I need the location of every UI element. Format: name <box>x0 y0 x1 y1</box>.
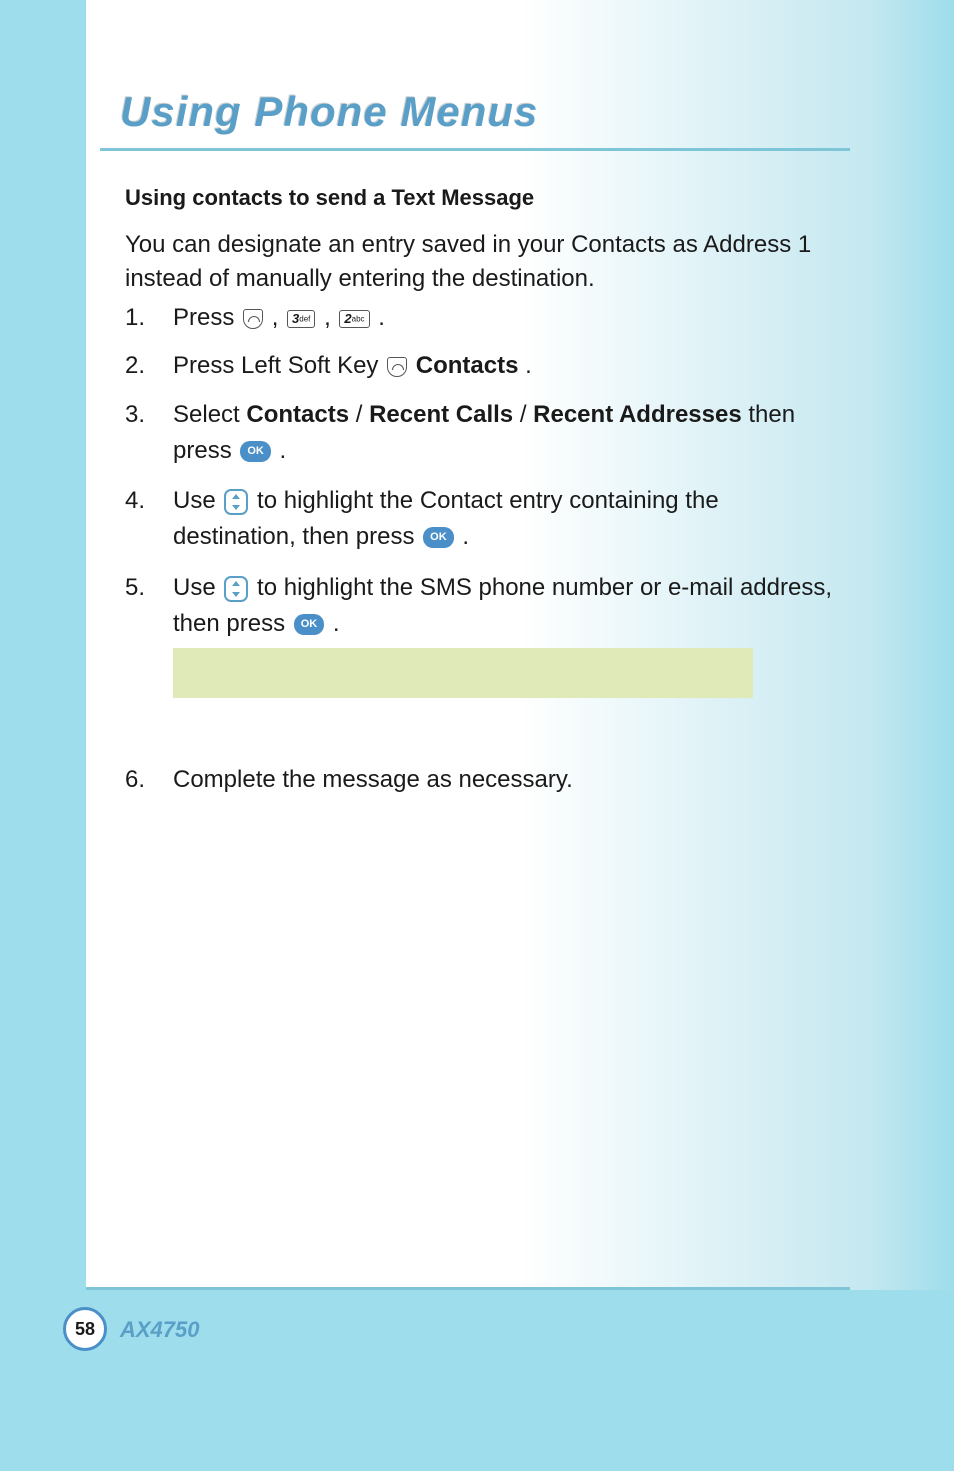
step-text: Use to highlight the Contact entry conta… <box>173 483 845 555</box>
step-number: 5. <box>125 570 173 642</box>
step-prefix: Press Left Soft Key <box>173 352 385 379</box>
step-text: Press Left Soft Key Contacts . <box>173 348 845 384</box>
separator: / <box>520 401 533 428</box>
step-number: 1. <box>125 300 173 336</box>
step-text: Use to highlight the SMS phone number or… <box>173 570 845 642</box>
step-3: 3. Select Contacts / Recent Calls / Rece… <box>125 397 845 469</box>
highlight-box <box>173 648 753 698</box>
step-prefix: Use <box>173 487 222 514</box>
step-number: 2. <box>125 348 173 384</box>
ok-icon: OK <box>240 441 271 462</box>
step-number: 4. <box>125 483 173 555</box>
step-prefix: Press <box>173 304 241 331</box>
step-6: 6. Complete the message as necessary. <box>125 762 845 798</box>
page-title: Using Phone Menus <box>120 88 538 136</box>
step-after: to highlight the SMS phone number or e-m… <box>173 574 832 637</box>
left-sidebar <box>0 0 86 1471</box>
recent-addresses-option: Recent Addresses <box>533 401 742 428</box>
step-suffix: . <box>462 523 469 550</box>
step-prefix: Use <box>173 574 222 601</box>
separator: / <box>356 401 369 428</box>
contacts-option: Contacts <box>246 401 349 428</box>
nav-updown-icon <box>224 489 248 515</box>
softkey-icon <box>387 357 407 377</box>
recent-calls-option: Recent Calls <box>369 401 513 428</box>
key-2-icon: 2abc <box>339 310 369 328</box>
step-4: 4. Use to highlight the Contact entry co… <box>125 483 845 555</box>
ok-icon: OK <box>423 527 454 548</box>
step-suffix: . <box>525 352 532 379</box>
intro-text: You can designate an entry saved in your… <box>125 228 845 295</box>
step-text: Press , 3def , 2abc . <box>173 300 845 336</box>
step-suffix: . <box>280 437 287 464</box>
title-underline <box>100 148 850 151</box>
key-3-icon: 3def <box>287 310 315 328</box>
step-2: 2. Press Left Soft Key Contacts . <box>125 348 845 384</box>
page-number: 58 <box>63 1307 107 1351</box>
step-suffix: . <box>378 304 385 331</box>
step-prefix: Select <box>173 401 246 428</box>
softkey-icon <box>243 309 263 329</box>
step-number: 6. <box>125 762 173 798</box>
contacts-label: Contacts <box>416 352 519 379</box>
step-5: 5. Use to highlight the SMS phone number… <box>125 570 845 642</box>
step-number: 3. <box>125 397 173 469</box>
step-text: Select Contacts / Recent Calls / Recent … <box>173 397 845 469</box>
ok-icon: OK <box>294 614 325 635</box>
step-1: 1. Press , 3def , 2abc . <box>125 300 845 336</box>
comma: , <box>272 304 285 331</box>
nav-updown-icon <box>224 576 248 602</box>
step-text: Complete the message as necessary. <box>173 762 845 798</box>
section-heading: Using contacts to send a Text Message <box>125 185 534 211</box>
comma: , <box>324 304 337 331</box>
step-suffix: . <box>333 610 340 637</box>
model-name: AX4750 <box>120 1317 200 1343</box>
